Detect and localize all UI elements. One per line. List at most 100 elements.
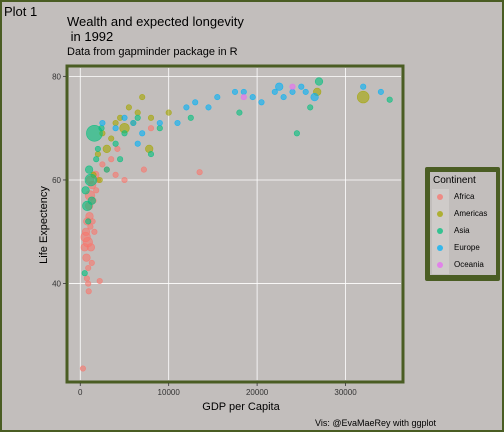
point-americas (94, 151, 101, 158)
point-europe (130, 119, 137, 127)
panel (65, 64, 405, 384)
point-africa (87, 223, 94, 230)
x-axis-label: GDP per Capita (202, 401, 280, 413)
point-asia (112, 140, 119, 147)
point-americas (102, 144, 111, 153)
y-tick-label: 40 (52, 280, 61, 289)
point-americas (139, 94, 146, 101)
point-asia (134, 114, 141, 121)
y-axis-label: Life Expectency (38, 186, 50, 264)
point-europe (377, 88, 384, 95)
grid-lines (69, 68, 401, 380)
point-africa (114, 145, 121, 152)
point-africa (96, 277, 103, 285)
legend-key (432, 223, 449, 240)
y-tick-label: 80 (52, 72, 61, 81)
point-asia (156, 125, 163, 132)
point-asia (84, 165, 94, 174)
point-africa (140, 166, 147, 173)
point-europe (360, 83, 367, 90)
point-asia (386, 96, 393, 103)
point-asia (81, 186, 90, 195)
chart-subtitle: Data from gapminder package in R (67, 46, 238, 58)
legend-dot (437, 245, 443, 251)
point-asia (85, 218, 92, 225)
x-tick-label: 10000 (158, 388, 181, 397)
y-tick-label: 60 (52, 176, 61, 185)
point-africa (147, 125, 155, 132)
point-americas (125, 104, 132, 111)
point-europe (112, 125, 119, 132)
point-africa (81, 227, 91, 236)
point-asia (236, 109, 243, 116)
point-americas (165, 109, 172, 116)
point-africa (85, 264, 92, 272)
point-asia (94, 145, 101, 152)
point-europe (174, 119, 181, 127)
x-tick-label: 0 (78, 388, 83, 397)
legend-key (432, 189, 449, 206)
axis-ticks: 0 10000 20000 30000 40 60 80 (52, 72, 357, 397)
point-asia (87, 196, 96, 205)
point-europe (275, 82, 284, 91)
point-africa (121, 176, 128, 184)
point-asia (84, 173, 98, 187)
legend-label: Oceania (454, 260, 484, 269)
point-americas (112, 119, 119, 127)
point-americas (96, 176, 103, 184)
point-americas (357, 90, 370, 104)
legend-label: Asia (454, 226, 470, 235)
point-europe (240, 88, 247, 95)
plot-label: Plot 1 (4, 4, 38, 19)
point-europe (205, 104, 212, 111)
legend-item-americas: Americas (432, 206, 496, 223)
point-europe (249, 94, 256, 101)
legend-item-europe: Europe (432, 240, 496, 257)
point-africa (88, 259, 95, 266)
point-europe (289, 88, 296, 95)
legend-key (432, 257, 449, 274)
point-europe (99, 119, 106, 127)
point-europe (156, 119, 163, 127)
point-africa (108, 156, 115, 163)
point-europe (134, 140, 141, 147)
legend: Continent Africa Americas Asia Europe Oceani… (425, 167, 500, 281)
point-asia (121, 130, 128, 137)
legend-box: Continent Africa Americas Asia Europe Oceani… (430, 172, 496, 275)
x-tick-label: 30000 (334, 388, 357, 397)
point-europe (139, 130, 146, 137)
legend-item-oceania: Oceania (432, 257, 496, 274)
legend-item-asia: Asia (432, 223, 496, 240)
legend-key (432, 240, 449, 257)
point-asia (98, 125, 105, 132)
caption: Vis: @EvaMaeRey with ggplot (315, 418, 437, 428)
point-americas (147, 114, 155, 121)
point-africa (83, 275, 90, 282)
legend-label: Americas (454, 209, 488, 218)
point-asia (103, 166, 110, 173)
point-africa (196, 169, 203, 176)
point-asia (81, 270, 88, 277)
point-americas (108, 135, 115, 142)
x-tick-label: 20000 (246, 388, 269, 397)
point-europe (271, 88, 278, 95)
point-asia (93, 156, 100, 163)
legend-label: Africa (454, 192, 475, 201)
point-asia (147, 151, 155, 158)
legend-title: Continent (433, 175, 476, 186)
point-africa (99, 161, 106, 168)
point-americas (134, 109, 141, 116)
point-asia (187, 114, 194, 121)
point-asia (293, 130, 300, 137)
point-europe (231, 88, 239, 95)
chart-title: Wealth and expected longevity in 1992 (67, 14, 244, 44)
point-africa (79, 365, 86, 372)
point-africa (85, 288, 92, 295)
legend-dot (437, 228, 443, 234)
legend-item-africa: Africa (432, 189, 496, 206)
point-africa (86, 243, 95, 252)
point-oceania (240, 94, 247, 101)
point-africa (93, 187, 100, 194)
data-points (79, 77, 393, 372)
